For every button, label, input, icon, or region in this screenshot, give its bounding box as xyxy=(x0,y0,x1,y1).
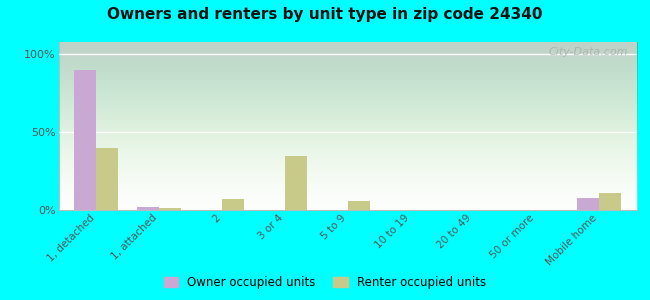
Bar xyxy=(348,201,370,210)
Bar xyxy=(577,198,599,210)
Legend: Owner occupied units, Renter occupied units: Owner occupied units, Renter occupied un… xyxy=(159,272,491,294)
Bar xyxy=(599,193,621,210)
Bar xyxy=(137,207,159,210)
Bar xyxy=(285,156,307,210)
Text: Owners and renters by unit type in zip code 24340: Owners and renters by unit type in zip c… xyxy=(107,8,543,22)
Bar xyxy=(159,208,181,210)
Bar xyxy=(96,148,118,210)
Text: City-Data.com: City-Data.com xyxy=(549,47,629,57)
Bar xyxy=(222,199,244,210)
Bar xyxy=(74,70,96,210)
